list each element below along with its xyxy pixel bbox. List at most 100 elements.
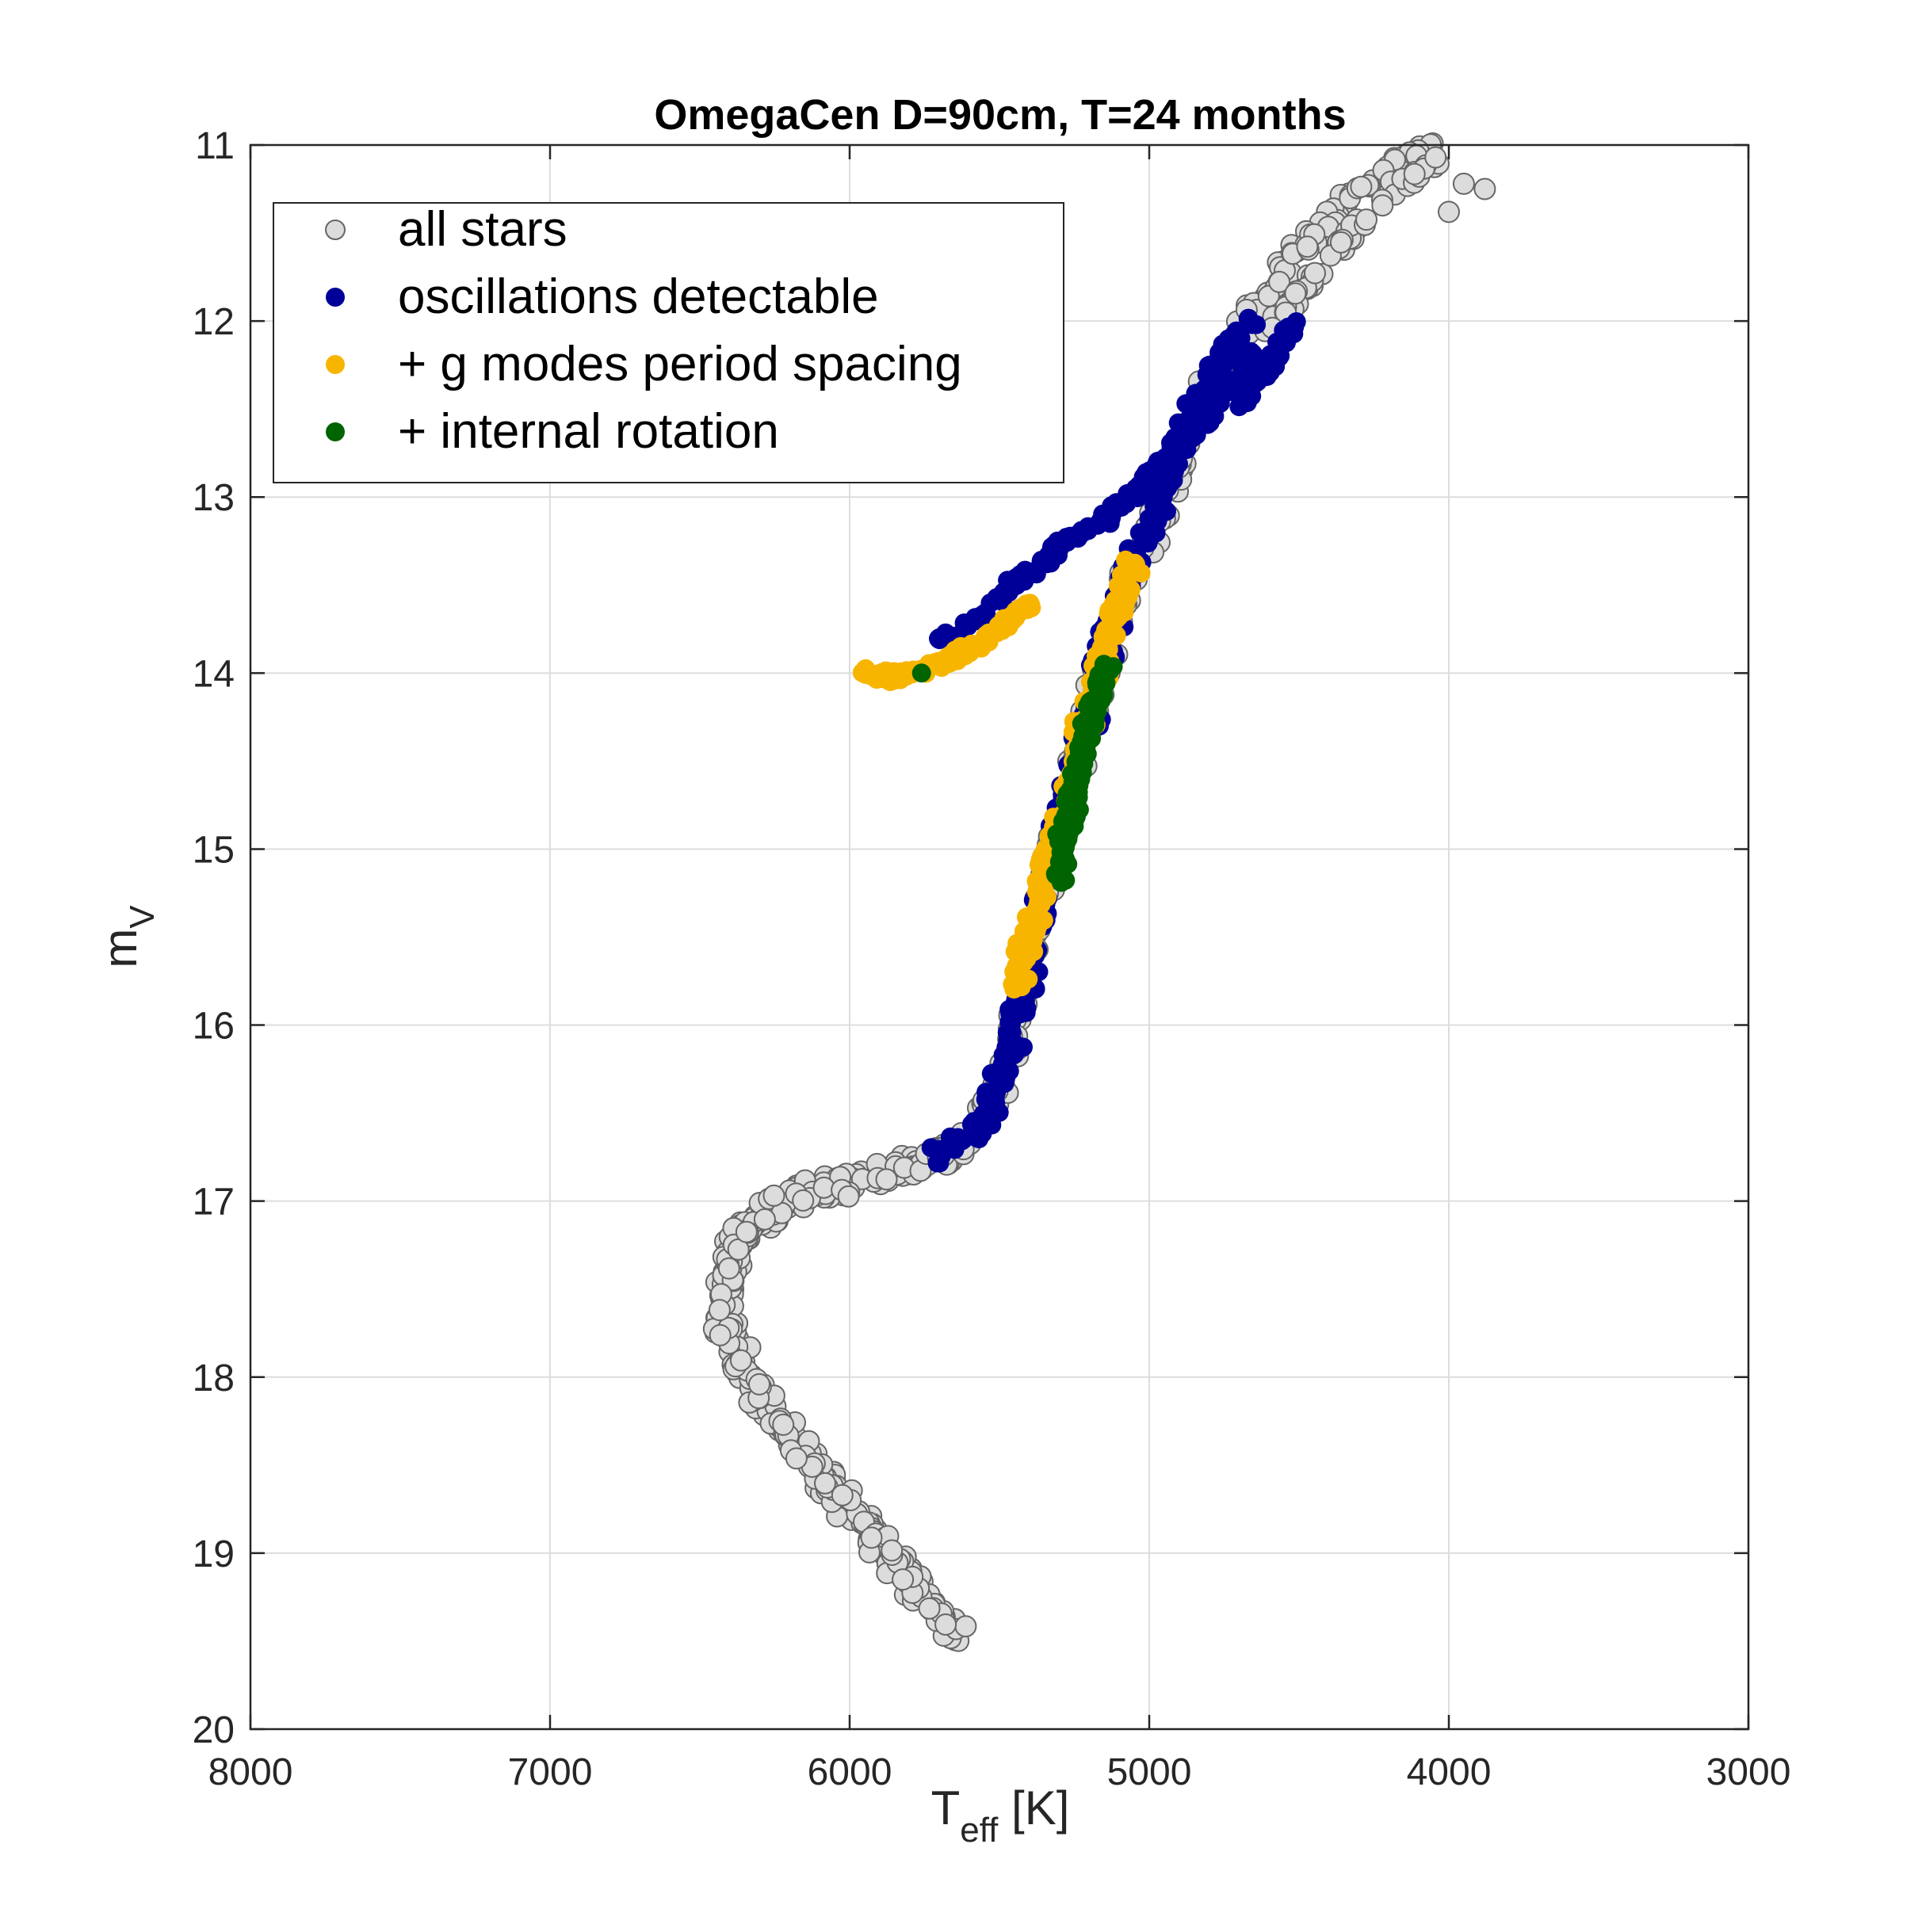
data-point — [1079, 710, 1099, 730]
data-point — [1009, 603, 1029, 623]
y-tick-label: 13 — [193, 477, 235, 519]
data-point — [1048, 537, 1068, 557]
data-point — [1057, 785, 1077, 804]
data-point — [1209, 394, 1228, 414]
data-point — [792, 1189, 815, 1212]
data-point — [1284, 282, 1307, 305]
data-point — [876, 661, 896, 681]
data-point — [1070, 742, 1090, 761]
data-point — [772, 1413, 795, 1436]
data-point — [998, 1059, 1018, 1078]
data-point — [753, 1208, 776, 1231]
data-point — [717, 1257, 740, 1280]
data-point — [1329, 231, 1352, 254]
data-point — [1053, 811, 1072, 831]
data-point — [1172, 431, 1192, 451]
data-point — [929, 628, 948, 648]
legend-label: + g modes period spacing — [398, 337, 962, 391]
data-point — [890, 670, 910, 689]
data-point — [993, 584, 1012, 604]
data-point — [1058, 854, 1078, 874]
data-point — [1285, 318, 1305, 338]
data-point — [1239, 308, 1259, 328]
data-point — [1473, 178, 1496, 200]
data-point — [1438, 200, 1460, 223]
legend-marker — [326, 422, 345, 441]
data-point — [735, 1220, 758, 1243]
data-point — [881, 1539, 904, 1562]
axis-ticks: 8000 7000 6000 5000 4000 3000 11 12 13 14 15 16 17 18… — [193, 125, 1791, 1793]
x-axis-label-sub: eff — [960, 1811, 999, 1850]
x-axis-label-unit: [K] — [998, 1781, 1069, 1835]
x-tick-label: 8000 — [208, 1751, 293, 1793]
data-point — [748, 1373, 770, 1396]
data-point — [708, 1299, 731, 1322]
data-point — [1371, 194, 1394, 217]
legend-box — [273, 202, 1064, 483]
data-point — [1403, 162, 1426, 185]
data-point — [1029, 855, 1049, 875]
x-axis-label: Teff [K] — [931, 1781, 1070, 1850]
data-point — [1243, 344, 1263, 364]
data-point — [709, 1323, 732, 1346]
legend-label: oscillations detectable — [398, 269, 879, 324]
data-point — [968, 1127, 988, 1147]
data-point — [942, 1138, 962, 1158]
data-point — [962, 634, 981, 654]
plot-frame — [249, 143, 1750, 1731]
y-tick-label: 12 — [193, 301, 235, 343]
legend: all stars oscillations detectable + g mode… — [273, 202, 1064, 483]
data-point — [977, 629, 997, 649]
data-point — [999, 1025, 1018, 1045]
data-point — [1355, 208, 1377, 231]
y-tick-label: 17 — [193, 1182, 235, 1224]
data-point — [954, 1615, 977, 1638]
data-point — [927, 1153, 947, 1173]
data-point — [1304, 262, 1326, 284]
data-point — [1139, 509, 1159, 529]
y-axis-label-main: m — [94, 929, 147, 968]
data-point — [1237, 393, 1257, 413]
data-point — [1131, 524, 1151, 544]
data-points — [702, 132, 1496, 1652]
data-point — [1452, 172, 1475, 195]
data-point — [1296, 235, 1319, 258]
data-point — [860, 1526, 883, 1549]
data-point — [946, 649, 965, 669]
data-point — [1350, 175, 1373, 198]
data-point — [1268, 270, 1291, 293]
data-point — [1103, 502, 1123, 522]
data-point — [1016, 907, 1036, 927]
legend-marker — [325, 220, 346, 240]
data-point — [785, 1447, 808, 1470]
data-point — [1034, 877, 1054, 897]
data-point — [892, 1568, 915, 1591]
data-point — [1030, 908, 1050, 928]
legend-marker — [326, 288, 345, 307]
data-point — [1099, 640, 1118, 659]
data-point — [988, 1078, 1008, 1097]
data-point — [1223, 335, 1243, 355]
data-point — [1082, 690, 1102, 710]
data-point — [853, 662, 872, 682]
y-tick-label: 16 — [193, 1006, 235, 1048]
data-point — [1015, 560, 1035, 580]
data-point — [1215, 377, 1235, 396]
legend-label: + internal rotation — [398, 404, 779, 459]
data-point — [1125, 560, 1144, 580]
data-point — [1424, 146, 1447, 169]
x-tick-label: 7000 — [508, 1751, 593, 1793]
data-point — [814, 1472, 836, 1495]
data-point — [837, 1185, 860, 1208]
data-point — [983, 1097, 1003, 1117]
chart-title: OmegaCen D=90cm, T=24 months — [654, 91, 1346, 139]
data-point — [911, 663, 931, 683]
data-point — [762, 1184, 785, 1207]
x-tick-label: 3000 — [1706, 1751, 1791, 1793]
y-tick-label: 19 — [193, 1533, 235, 1575]
data-point — [1147, 453, 1167, 473]
data-point — [1008, 965, 1028, 985]
y-tick-label: 14 — [193, 653, 235, 695]
x-axis-label-main: T — [931, 1781, 961, 1835]
